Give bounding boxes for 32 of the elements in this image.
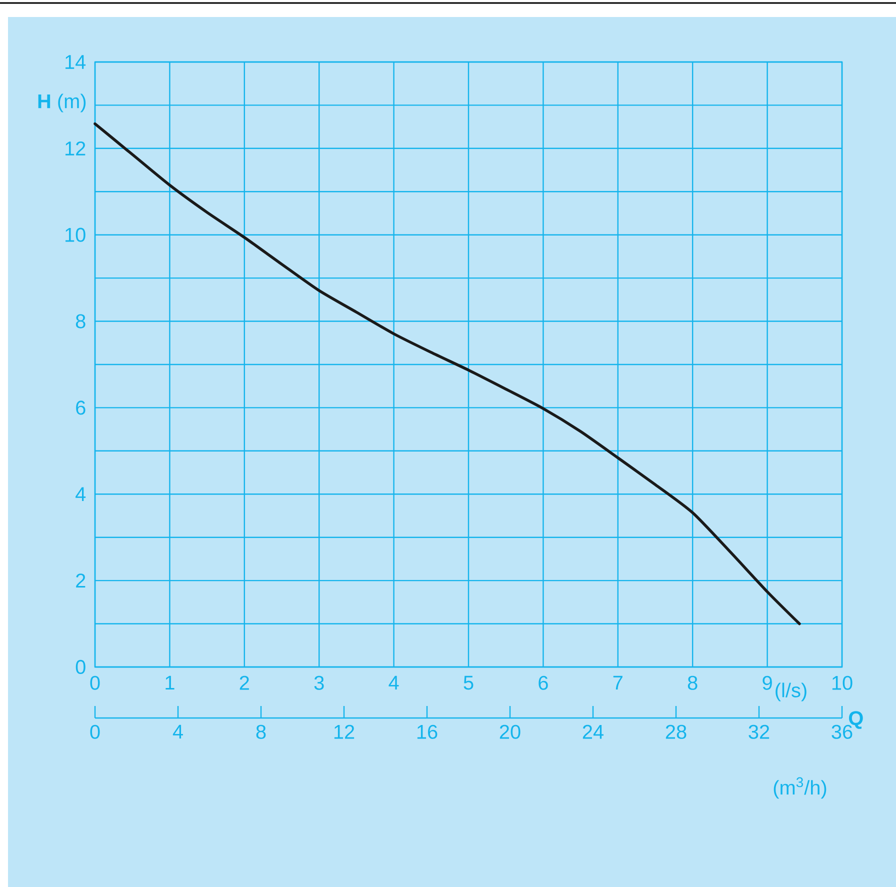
x2-tick-label: 32: [748, 724, 770, 739]
x-tick-label: 10: [832, 676, 852, 690]
x-tick-label: 6: [538, 676, 548, 690]
y-tick-label: 8: [76, 314, 86, 328]
x2-tick-label: 8: [256, 724, 266, 739]
x2-axis-title: (m$^{3}$/h): [774, 777, 826, 799]
x-axis-title: (l/s): [776, 682, 806, 702]
y-tick-label: 10: [66, 228, 86, 242]
x2-tick-label: 12: [334, 724, 354, 739]
line-series: [94, 122, 801, 626]
x-tick-label: 9: [762, 676, 772, 690]
y-tick-label: 2: [76, 574, 86, 588]
x-tick-label: 0: [90, 676, 100, 690]
x2-tick-label: 16: [417, 724, 438, 739]
y-tick-label: 14: [66, 55, 86, 69]
x-tick-label: 7: [613, 676, 622, 690]
x-tick-label: 1: [166, 676, 174, 690]
x2-tick-label: 28: [666, 724, 686, 739]
y-tick-label: 4: [76, 487, 86, 501]
x-tick-label: 4: [388, 676, 399, 690]
x2-tick-label: 24: [582, 724, 604, 739]
x-tick-label: 8: [688, 676, 698, 690]
y-tick-label: 0: [76, 660, 86, 674]
x-tick-label: 5: [464, 676, 474, 690]
x2-tick-label: 20: [500, 724, 520, 739]
x-tick-label: 3: [314, 676, 324, 690]
x2-tick-label: 0: [90, 724, 100, 739]
y-axis-title: H (m): [38, 94, 86, 112]
x2-tick-label: 4: [172, 724, 183, 739]
y-tick-label: 12: [66, 141, 86, 156]
x-tick-label: 2: [240, 676, 249, 690]
y-tick-label: 6: [76, 400, 86, 415]
